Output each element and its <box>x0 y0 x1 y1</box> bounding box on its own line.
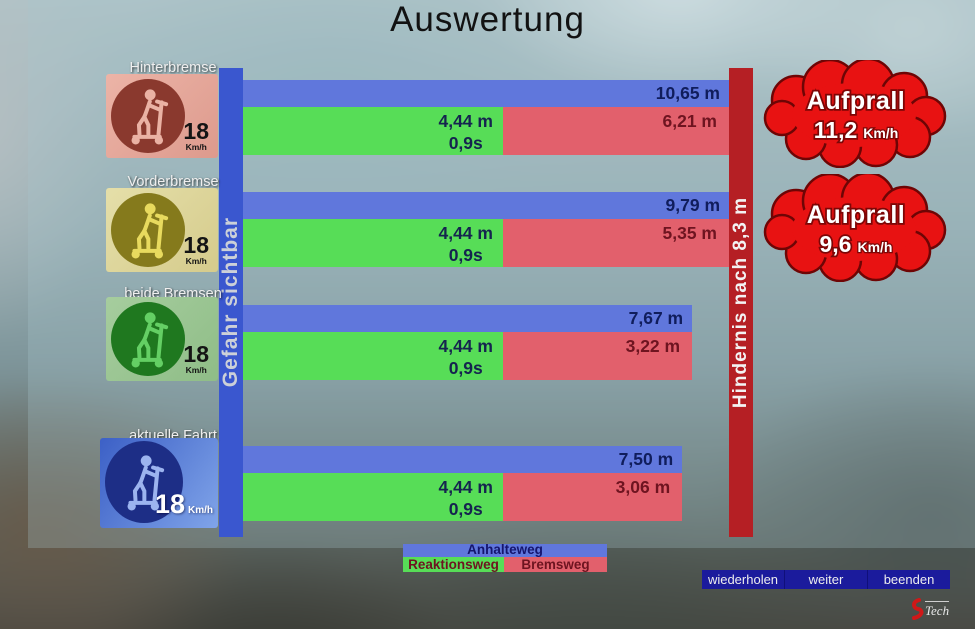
reaktionsweg-value: 4,44 m 0,9s <box>438 111 493 153</box>
reaktionsweg-bar: 4,44 m 0,9s <box>243 219 503 267</box>
legend: Anhalteweg Reaktionsweg Bremsweg <box>403 543 607 572</box>
anhalteweg-bar: 7,67 m <box>243 305 693 332</box>
impact-cloud-vorderbremse: Aufprall 9,6 Km/h <box>751 171 961 283</box>
bottom-nav-bar: wiederholen weiter beenden <box>702 570 950 589</box>
bremsweg-value: 3,22 m <box>625 336 681 356</box>
bremsweg-value: 6,21 m <box>662 111 717 131</box>
bremsweg-value: 3,06 m <box>615 477 671 497</box>
scooter-rider-icon <box>111 302 185 376</box>
scooter-rider-icon <box>105 441 183 523</box>
next-button[interactable]: weiter <box>784 570 867 589</box>
svg-text:9,6Km/h: 9,6 Km/h <box>820 231 893 257</box>
legend-anhalteweg: Anhalteweg <box>403 543 607 557</box>
anhalteweg-bar: 9,79 m <box>243 192 729 219</box>
danger-visible-label: Gefahr sichtbar <box>219 217 242 388</box>
bremsweg-bar: 5,35 m <box>502 219 729 267</box>
row-label-hinterbremse: Hinterbremse <box>129 60 217 76</box>
legend-reaktionsweg: Reaktionsweg <box>403 557 504 572</box>
svg-text:11,2Km/h: 11,2 Km/h <box>814 117 899 143</box>
reaktionsweg-bar: 4,44 m 0,9s <box>243 332 503 380</box>
rider-card-vorderbremse: 18 Km/h <box>106 188 218 272</box>
rider-card-aktuelle-fahrt: 18 Km/h <box>100 438 218 528</box>
bremsweg-bar: 3,06 m <box>502 473 683 521</box>
speed-badge: 18 Km/h <box>183 118 209 153</box>
speed-badge: 18 Km/h <box>183 232 209 267</box>
bremsweg-value: 5,35 m <box>662 223 717 243</box>
legend-bremsweg: Bremsweg <box>504 557 607 572</box>
speed-badge: 18 Km/h <box>154 489 213 519</box>
rider-card-hinterbremse: 18 Km/h <box>106 74 218 158</box>
speed-badge: 18 Km/h <box>183 341 209 376</box>
anhalteweg-value: 7,67 m <box>628 308 684 328</box>
impact-cloud-hinterbremse: Aufprall 11,2 Km/h <box>751 57 961 169</box>
rider-card-beide-bremsen: 18 Km/h <box>106 297 218 381</box>
aufprall-title: Aufprall <box>807 201 905 229</box>
obstacle-label: Hindernis nach 8,3 m <box>730 196 751 409</box>
bremsweg-bar: 6,21 m <box>502 107 729 155</box>
reaktionsweg-value: 4,44 m 0,9s <box>438 336 493 378</box>
bar-row-beide-bremsen: 7,67 m 4,44 m 0,9s 3,22 m <box>243 305 693 380</box>
bar-row-vorderbremse: 9,79 m 4,44 m 0,9s 5,35 m <box>243 192 729 267</box>
aufprall-value: 9,6 <box>820 231 852 257</box>
logo-text: Tech <box>925 601 950 618</box>
repeat-button[interactable]: wiederholen <box>702 570 784 589</box>
bar-row-aktuelle-fahrt: 7,50 m 4,44 m 0,9s 3,06 m <box>243 446 683 521</box>
aufprall-unit: Km/h <box>857 239 892 255</box>
aufprall-value: 11,2 <box>814 117 858 143</box>
bar-row-hinterbremse: 10,65 m 4,44 m 0,9s 6,21 m <box>243 80 729 155</box>
anhalteweg-bar: 10,65 m <box>243 80 729 107</box>
obstacle-bar: Hindernis nach 8,3 m <box>729 68 753 537</box>
danger-visible-bar: Gefahr sichtbar <box>219 68 243 537</box>
anhalteweg-value: 7,50 m <box>618 449 674 469</box>
anhalteweg-value: 10,65 m <box>655 83 720 103</box>
reaktionsweg-bar: 4,44 m 0,9s <box>243 107 503 155</box>
anhalteweg-bar: 7,50 m <box>243 446 683 473</box>
app-logo: Tech <box>905 596 973 624</box>
logo-swoosh-icon <box>912 598 924 620</box>
aufprall-title: Aufprall <box>807 87 905 115</box>
row-label-vorderbremse: Vorderbremse <box>127 174 219 190</box>
scooter-rider-icon <box>111 79 185 153</box>
reaktionsweg-value: 4,44 m 0,9s <box>438 223 493 265</box>
scooter-rider-icon <box>111 193 185 267</box>
page-title: Auswertung <box>390 0 585 39</box>
reaktionsweg-bar: 4,44 m 0,9s <box>243 473 503 521</box>
bremsweg-bar: 3,22 m <box>502 332 693 380</box>
reaktionsweg-value: 4,44 m 0,9s <box>438 477 493 519</box>
anhalteweg-value: 9,79 m <box>665 195 720 215</box>
quit-button[interactable]: beenden <box>867 570 950 589</box>
aufprall-unit: Km/h <box>863 125 898 141</box>
